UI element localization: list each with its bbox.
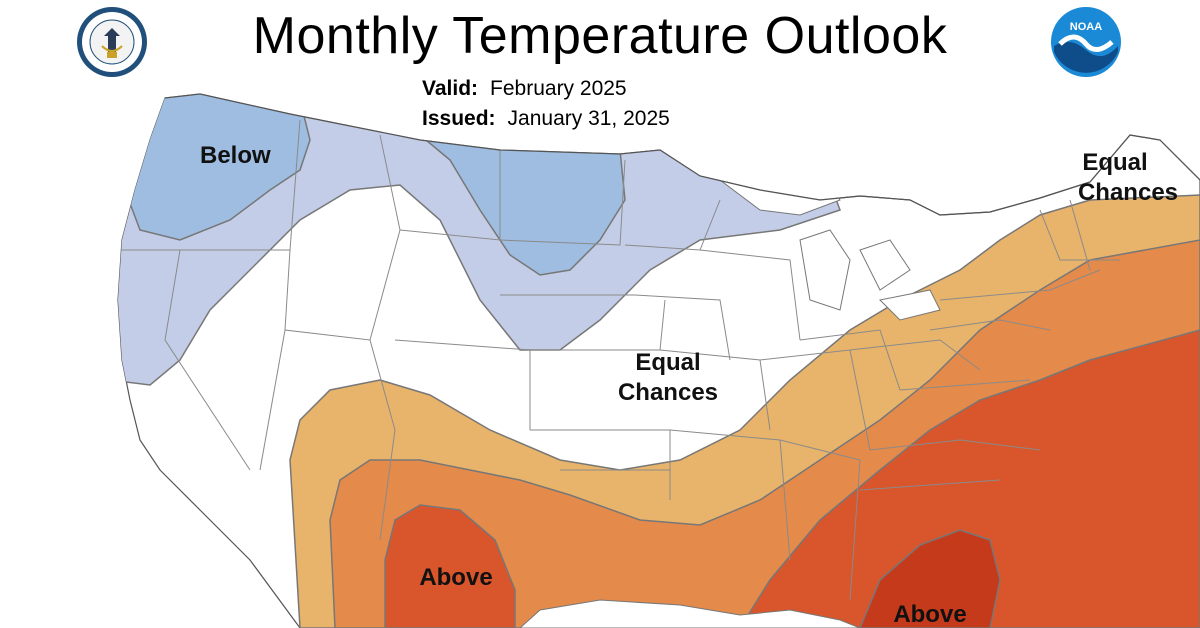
issued-label: Issued: bbox=[422, 107, 496, 130]
state-lines bbox=[118, 119, 1120, 601]
valid-row: Valid: February 2025 bbox=[422, 74, 670, 104]
issued-row: Issued: January 31, 2025 bbox=[422, 104, 670, 134]
label-equal-ne-1: Equal bbox=[1082, 149, 1147, 176]
above-3-southeast-zone bbox=[738, 329, 1200, 628]
page-title: Monthly Temperature Outlook bbox=[252, 7, 948, 65]
outlook-metadata: Valid: February 2025 Issued: January 31, 2… bbox=[422, 74, 670, 134]
noaa-logo-text: NOAA bbox=[1070, 21, 1102, 33]
noaa-logo-icon: NOAA bbox=[1051, 7, 1121, 77]
above-3-texas-zone bbox=[384, 504, 516, 628]
commerce-seal-icon bbox=[77, 7, 147, 77]
gulf-water bbox=[518, 599, 861, 628]
label-below: Below bbox=[200, 142, 271, 169]
great-lakes bbox=[718, 159, 941, 321]
above-4-zone bbox=[858, 529, 1001, 628]
label-equal-center-1: Equal bbox=[635, 349, 700, 376]
label-above-southeast: Above bbox=[893, 601, 966, 628]
label-equal-ne-2: Chances bbox=[1078, 179, 1178, 206]
label-equal-center-2: Chances bbox=[618, 379, 718, 406]
us-outline bbox=[164, 93, 1200, 216]
valid-label: Valid: bbox=[422, 77, 479, 100]
label-above-texas: Above bbox=[419, 564, 492, 591]
valid-value: February 2025 bbox=[490, 77, 627, 100]
issued-value: January 31, 2025 bbox=[507, 107, 670, 130]
